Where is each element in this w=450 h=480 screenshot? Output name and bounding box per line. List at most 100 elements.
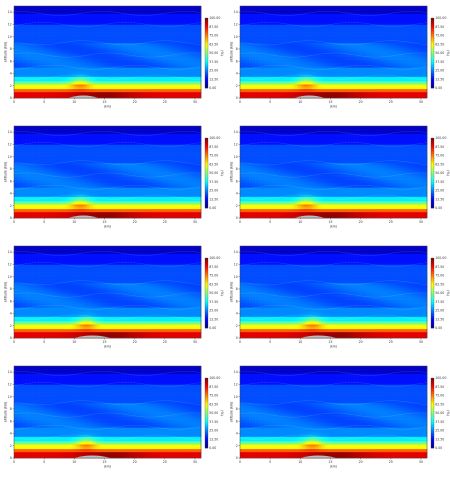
heatmap-cell xyxy=(170,21,175,24)
heatmap-cell xyxy=(14,96,18,99)
heatmap-cell xyxy=(330,78,334,80)
heatmap-cell xyxy=(95,9,99,11)
heatmap-cell xyxy=(197,90,202,93)
heatmap-cell xyxy=(405,79,410,82)
heatmap-cell xyxy=(92,39,96,42)
heatmap-cell xyxy=(360,90,364,93)
heatmap-cell xyxy=(65,76,69,79)
heatmap-cell xyxy=(140,53,144,56)
heatmap-cell xyxy=(32,27,36,30)
heatmap-cell xyxy=(252,73,256,76)
heatmap-cell xyxy=(384,76,389,79)
heatmap-cell xyxy=(191,55,196,57)
heatmap-cell xyxy=(176,71,181,74)
heatmap-cell xyxy=(182,91,187,94)
heatmap-cell xyxy=(249,96,253,99)
heatmap-cell xyxy=(197,67,202,70)
heatmap-cell xyxy=(276,76,280,79)
heatmap-cell xyxy=(62,68,66,71)
heatmap-cell xyxy=(155,78,160,80)
heatmap-cell xyxy=(330,68,334,71)
heatmap-cell xyxy=(327,79,331,82)
heatmap-cell xyxy=(309,75,313,77)
heatmap-cell xyxy=(104,61,108,64)
heatmap-cell xyxy=(164,67,169,70)
heatmap-cell xyxy=(23,56,27,59)
heatmap-cell xyxy=(318,71,322,74)
heatmap-cell xyxy=(77,50,81,53)
heatmap-cell xyxy=(194,30,199,33)
heatmap-cell xyxy=(255,79,259,82)
heatmap-cell xyxy=(89,61,93,64)
heatmap-cell xyxy=(149,90,154,93)
heatmap-cell xyxy=(197,70,202,73)
heatmap-cell xyxy=(258,70,262,73)
heatmap-cell xyxy=(185,12,190,14)
heatmap-cell xyxy=(140,24,144,27)
heatmap-cell xyxy=(14,82,18,85)
heatmap-cell xyxy=(270,75,274,77)
heatmap-cell xyxy=(354,82,358,85)
heatmap-cell xyxy=(44,15,48,18)
heatmap-cell xyxy=(134,71,138,74)
heatmap-cell xyxy=(86,47,90,50)
heatmap-cell xyxy=(125,22,129,25)
heatmap-cell xyxy=(182,85,187,88)
heatmap-cell xyxy=(17,15,21,18)
heatmap-cell xyxy=(62,75,66,77)
heatmap-cell xyxy=(134,32,138,34)
heatmap-cell xyxy=(282,76,286,79)
heatmap-cell xyxy=(35,85,39,88)
heatmap-cell xyxy=(122,94,126,97)
heatmap-cell xyxy=(249,78,253,80)
heatmap-cell xyxy=(158,6,163,8)
heatmap-cell xyxy=(185,75,190,77)
heatmap-cell xyxy=(26,78,30,80)
heatmap-cell xyxy=(53,81,57,83)
heatmap-cell xyxy=(197,25,202,28)
heatmap-cell xyxy=(354,75,358,77)
heatmap-cell xyxy=(71,73,75,76)
heatmap-cell xyxy=(80,24,84,27)
heatmap-cell xyxy=(71,81,75,83)
heatmap-cell xyxy=(35,61,39,64)
heatmap-cell xyxy=(164,44,169,47)
heatmap-cell xyxy=(282,82,286,85)
heatmap-cell xyxy=(261,87,265,90)
heatmap-cell xyxy=(185,82,190,85)
heatmap-cell xyxy=(161,96,166,99)
heatmap-cell xyxy=(176,33,181,36)
heatmap-cell xyxy=(74,16,78,19)
heatmap-cell xyxy=(26,68,30,71)
heatmap-cell xyxy=(80,48,84,51)
heatmap-cell xyxy=(327,87,331,90)
heatmap-cell xyxy=(158,12,163,14)
heatmap-cell xyxy=(35,47,39,50)
heatmap-cell xyxy=(152,73,157,76)
heatmap-cell xyxy=(14,16,18,19)
heatmap-cell xyxy=(252,78,256,80)
heatmap-cell xyxy=(158,56,163,59)
heatmap-cell xyxy=(65,35,69,37)
heatmap-cell xyxy=(152,84,157,87)
contour-line xyxy=(13,74,202,80)
heatmap-cell xyxy=(107,78,111,80)
heatmap-cell xyxy=(176,58,181,60)
heatmap-cell xyxy=(92,33,96,36)
colorbar-tick-label: 87.50 xyxy=(209,25,218,29)
heatmap-cell xyxy=(107,55,111,57)
heatmap-cell xyxy=(23,45,27,48)
heatmap-cell xyxy=(134,25,138,28)
heatmap-cell xyxy=(14,24,18,27)
heatmap-cell xyxy=(375,93,380,96)
heatmap-cell xyxy=(161,32,166,34)
heatmap-cell xyxy=(161,44,166,47)
heatmap-cell xyxy=(173,48,178,51)
heatmap-cell xyxy=(134,78,138,80)
heatmap-cell xyxy=(146,76,151,79)
heatmap-cell xyxy=(47,22,51,25)
heatmap-cell xyxy=(86,9,90,11)
heatmap-cell xyxy=(101,6,105,8)
heatmap-cell xyxy=(59,21,63,24)
heatmap-cell xyxy=(149,32,154,34)
